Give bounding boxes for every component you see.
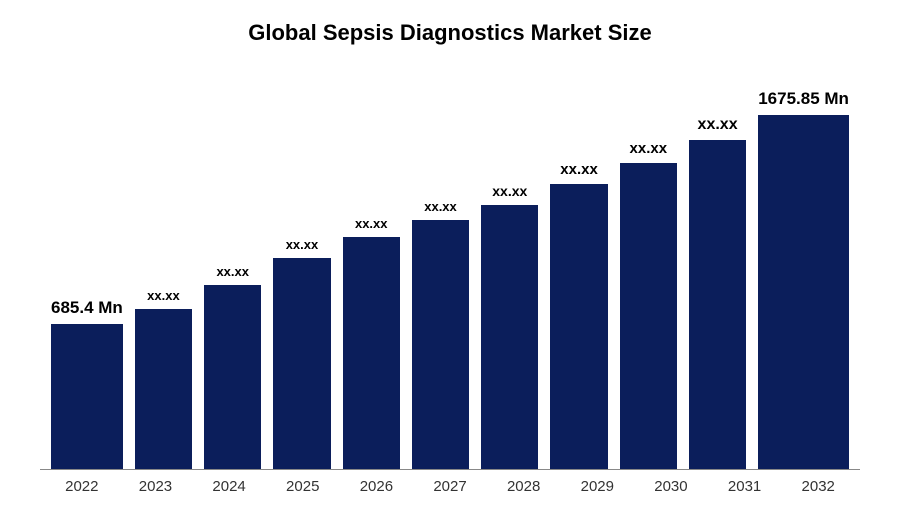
bar-value-label: xx.xx: [355, 216, 388, 231]
bar: [51, 324, 123, 469]
x-axis: 2022 2023 2024 2025 2026 2027 2028 2029 2030 2031…: [40, 470, 860, 495]
bar: [204, 285, 261, 469]
bar-value-label: xx.xx: [424, 199, 457, 214]
bar: [412, 220, 469, 469]
bar: [620, 163, 677, 469]
bar-group: xx.xx: [481, 76, 538, 469]
bar-group: 685.4 Mn: [51, 76, 123, 469]
bar-group: xx.xx: [550, 76, 607, 469]
bar-value-label: xx.xx: [492, 183, 527, 199]
x-axis-tick: 2024: [198, 478, 260, 495]
bar-value-label: xx.xx: [560, 161, 598, 178]
bar-value-label: xx.xx: [698, 116, 738, 134]
bar-group: xx.xx: [343, 76, 400, 469]
bar-group: 1675.85 Mn: [758, 76, 849, 469]
x-axis-tick: 2026: [346, 478, 408, 495]
bar: [273, 258, 330, 469]
bar-group: xx.xx: [204, 76, 261, 469]
bar: [343, 237, 400, 469]
bar: [550, 184, 607, 469]
plot-area: 685.4 Mn xx.xx xx.xx xx.xx xx.xx xx.xx xx.xx xx…: [40, 76, 860, 470]
x-axis-tick: 2030: [640, 478, 702, 495]
bar-value-label: xx.xx: [630, 140, 668, 157]
x-axis-tick: 2022: [51, 478, 113, 495]
x-axis-tick: 2031: [714, 478, 776, 495]
x-axis-tick: 2027: [419, 478, 481, 495]
bar-value-label: xx.xx: [216, 264, 249, 279]
bar-group: xx.xx: [273, 76, 330, 469]
bar: [481, 205, 538, 469]
bar-value-label: 685.4 Mn: [51, 298, 123, 318]
bar-group: xx.xx: [412, 76, 469, 469]
bar-value-label: 1675.85 Mn: [758, 89, 849, 109]
chart-title: Global Sepsis Diagnostics Market Size: [40, 20, 860, 46]
x-axis-tick: 2025: [272, 478, 334, 495]
x-axis-tick: 2029: [566, 478, 628, 495]
bar-value-label: xx.xx: [286, 237, 319, 252]
bar-value-label: xx.xx: [147, 288, 180, 303]
x-axis-tick: 2032: [787, 478, 849, 495]
bar-group: xx.xx: [135, 76, 192, 469]
x-axis-tick: 2023: [125, 478, 187, 495]
bar-group: xx.xx: [689, 76, 746, 469]
x-axis-tick: 2028: [493, 478, 555, 495]
bar: [758, 115, 849, 469]
chart-container: Global Sepsis Diagnostics Market Size 68…: [0, 0, 900, 525]
bar: [689, 140, 746, 469]
bar-group: xx.xx: [620, 76, 677, 469]
bar: [135, 309, 192, 469]
